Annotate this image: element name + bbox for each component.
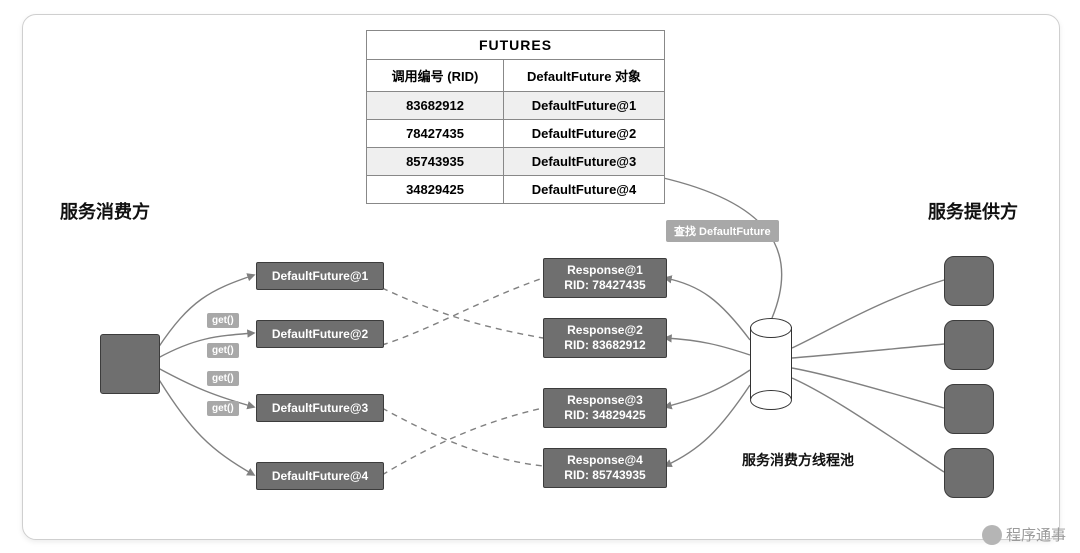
provider-node xyxy=(944,320,994,370)
table-cell: 78427435 xyxy=(367,120,504,148)
defaultfuture-box: DefaultFuture@1 xyxy=(256,262,384,290)
table-cell: 34829425 xyxy=(367,176,504,204)
lookup-tag: 查找 DefaultFuture xyxy=(666,220,779,242)
threadpool-cylinder xyxy=(750,318,792,408)
futures-col-header-0: 调用编号 (RID) xyxy=(367,60,504,92)
table-cell: DefaultFuture@2 xyxy=(504,120,665,148)
wechat-icon xyxy=(982,525,1002,545)
defaultfuture-box: DefaultFuture@4 xyxy=(256,462,384,490)
futures-table: FUTURES 调用编号 (RID) DefaultFuture 对象 8368… xyxy=(366,30,665,204)
provider-heading: 服务提供方 xyxy=(928,198,1018,224)
get-tag: get() xyxy=(207,371,239,386)
watermark: 程序通事 xyxy=(982,524,1066,545)
threadpool-label: 服务消费方线程池 xyxy=(742,450,854,470)
table-cell: DefaultFuture@1 xyxy=(504,92,665,120)
table-cell: DefaultFuture@4 xyxy=(504,176,665,204)
response-box: Response@4 RID: 85743935 xyxy=(543,448,667,488)
futures-table-title: FUTURES xyxy=(367,31,665,60)
watermark-text: 程序通事 xyxy=(1006,524,1066,545)
table-cell: 85743935 xyxy=(367,148,504,176)
provider-node xyxy=(944,448,994,498)
defaultfuture-box: DefaultFuture@2 xyxy=(256,320,384,348)
futures-col-header-1: DefaultFuture 对象 xyxy=(504,60,665,92)
get-tag: get() xyxy=(207,343,239,358)
table-cell: DefaultFuture@3 xyxy=(504,148,665,176)
consumer-node xyxy=(100,334,160,394)
provider-node xyxy=(944,384,994,434)
response-box: Response@1 RID: 78427435 xyxy=(543,258,667,298)
get-tag: get() xyxy=(207,401,239,416)
get-tag: get() xyxy=(207,313,239,328)
provider-node xyxy=(944,256,994,306)
table-cell: 83682912 xyxy=(367,92,504,120)
defaultfuture-box: DefaultFuture@3 xyxy=(256,394,384,422)
response-box: Response@3 RID: 34829425 xyxy=(543,388,667,428)
response-box: Response@2 RID: 83682912 xyxy=(543,318,667,358)
consumer-heading: 服务消费方 xyxy=(60,198,150,224)
